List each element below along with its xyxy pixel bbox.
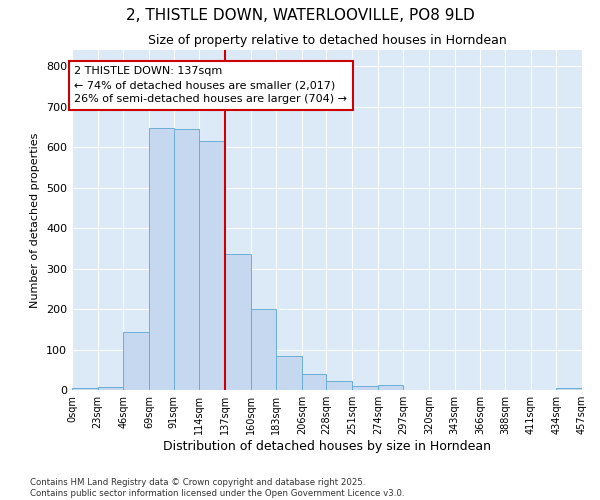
Bar bbox=[378, 385, 403, 390]
Bar bbox=[173, 129, 199, 390]
Bar bbox=[98, 387, 124, 390]
Bar bbox=[326, 380, 352, 390]
Bar bbox=[251, 310, 276, 390]
Text: 2 THISTLE DOWN: 137sqm
← 74% of detached houses are smaller (2,017)
26% of semi-: 2 THISTLE DOWN: 137sqm ← 74% of detached… bbox=[74, 66, 347, 104]
Text: Contains HM Land Registry data © Crown copyright and database right 2025.
Contai: Contains HM Land Registry data © Crown c… bbox=[30, 478, 404, 498]
Bar bbox=[276, 356, 302, 390]
Text: 2, THISTLE DOWN, WATERLOOVILLE, PO8 9LD: 2, THISTLE DOWN, WATERLOOVILLE, PO8 9LD bbox=[125, 8, 475, 22]
Bar bbox=[149, 128, 173, 390]
Title: Size of property relative to detached houses in Horndean: Size of property relative to detached ho… bbox=[148, 34, 506, 48]
Bar bbox=[72, 388, 98, 390]
Bar bbox=[124, 332, 149, 390]
Y-axis label: Number of detached properties: Number of detached properties bbox=[31, 132, 40, 308]
Bar bbox=[225, 254, 251, 390]
Bar bbox=[302, 374, 326, 390]
X-axis label: Distribution of detached houses by size in Horndean: Distribution of detached houses by size … bbox=[163, 440, 491, 453]
Bar bbox=[199, 142, 225, 390]
Bar bbox=[556, 388, 582, 390]
Bar bbox=[352, 386, 378, 390]
